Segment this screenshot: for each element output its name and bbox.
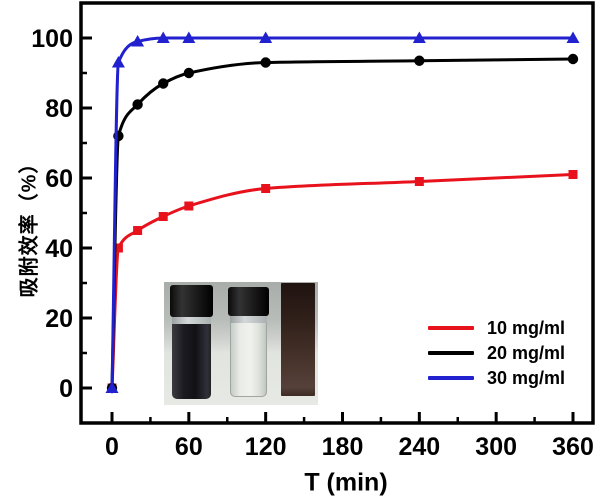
data-point-triangle: [105, 381, 119, 393]
legend-line-swatch: [428, 350, 474, 355]
data-point-triangle: [259, 31, 273, 43]
data-point-triangle: [156, 31, 170, 43]
y-tick-label: 100: [31, 25, 73, 53]
data-point-square: [184, 201, 194, 211]
data-point-circle: [567, 53, 579, 65]
brown-block: [281, 283, 315, 396]
x-tick-label: 300: [475, 433, 517, 461]
inset-photo: [164, 282, 318, 405]
legend-label: 30 mg/ml: [487, 367, 566, 388]
y-tick-label: 0: [59, 375, 73, 403]
x-tick-label: 360: [552, 433, 594, 461]
legend: 10 mg/ml 20 mg/ml 30 mg/ml: [428, 315, 565, 390]
data-point-circle: [414, 55, 425, 66]
legend-item: 20 mg/ml: [428, 340, 565, 365]
vial-shoulder: [171, 317, 212, 324]
vial-clear-liquid: [229, 323, 268, 397]
data-point-triangle: [566, 31, 580, 43]
vial-shoulder: [229, 316, 268, 323]
y-tick-label: 80: [45, 95, 73, 123]
x-tick-label: 240: [398, 433, 440, 461]
legend-line-swatch: [428, 375, 474, 380]
vial-clear-sample: [228, 287, 269, 399]
data-point-circle: [183, 67, 195, 79]
vial-dark-liquid: [171, 324, 212, 399]
data-point-square: [113, 243, 123, 253]
data-point-circle: [132, 99, 143, 110]
data-point-circle: [158, 78, 169, 89]
x-axis-title: T (min): [304, 468, 388, 497]
data-point-square: [414, 177, 424, 186]
legend-line-swatch: [428, 325, 474, 330]
legend-item: 10 mg/ml: [428, 315, 565, 340]
x-tick-label: 120: [245, 433, 287, 461]
data-point-square: [158, 212, 168, 221]
y-axis-title: 吸附效率（%）: [18, 152, 41, 298]
y-tick-label: 60: [45, 165, 73, 193]
data-point-circle: [260, 57, 271, 68]
data-point-square: [261, 184, 271, 193]
vial-dark-sample: [170, 285, 213, 399]
data-point-square: [133, 226, 143, 235]
vial-cap: [170, 285, 213, 317]
data-point-triangle: [412, 31, 426, 43]
legend-label: 20 mg/ml: [487, 342, 566, 363]
x-tick-label: 60: [175, 433, 203, 461]
y-tick-label: 40: [45, 235, 73, 263]
vial-cap: [228, 287, 269, 316]
x-tick-label: 180: [322, 433, 364, 461]
data-point-square: [568, 170, 578, 179]
data-point-triangle: [131, 35, 145, 47]
data-point-triangle: [111, 56, 125, 68]
legend-item: 30 mg/ml: [428, 365, 565, 390]
y-tick-label: 20: [45, 305, 73, 333]
data-point-triangle: [182, 31, 196, 43]
legend-label: 10 mg/ml: [487, 317, 566, 338]
x-tick-label: 0: [105, 433, 119, 461]
